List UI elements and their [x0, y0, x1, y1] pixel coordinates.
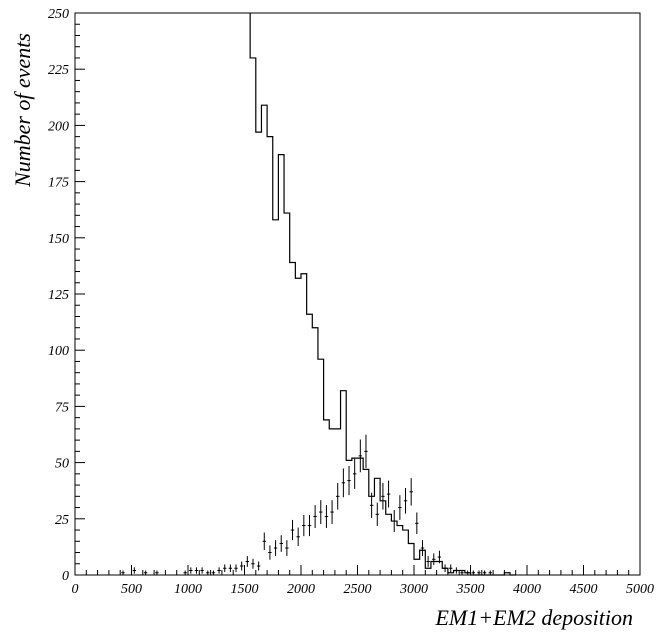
y-tick-label: 150	[48, 232, 69, 247]
x-tick-label: 1500	[231, 582, 259, 597]
x-tick-label: 0	[72, 582, 79, 597]
x-tick-label: 5000	[626, 582, 654, 597]
y-tick-label: 100	[48, 344, 69, 359]
y-tick-label: 75	[55, 400, 69, 415]
y-tick-label: 25	[55, 513, 69, 528]
x-tick-label: 4500	[570, 582, 598, 597]
x-axis-title: EM1+EM2 deposition	[434, 605, 633, 630]
y-tick-label: 50	[55, 457, 69, 472]
y-axis-title: Number of events	[10, 33, 35, 188]
x-tick-label: 2500	[344, 582, 372, 597]
y-tick-label: 175	[48, 176, 69, 191]
x-tick-label: 1000	[174, 582, 202, 597]
x-tick-label: 4000	[513, 582, 541, 597]
y-tick-label: 0	[62, 569, 69, 584]
x-tick-label: 2000	[287, 582, 315, 597]
y-tick-label: 225	[48, 63, 69, 78]
histogram-step-line	[249, 13, 516, 576]
plot-frame	[74, 12, 641, 576]
plot-area: 0 500 1000 1500 2000 2500 3000 3500 4000 4500 5000…	[48, 7, 654, 597]
x-tick-label: 3000	[399, 582, 428, 597]
x-tick-label: 3500	[456, 582, 485, 597]
y-tick-label: 200	[48, 119, 69, 134]
y-tick-label: 250	[48, 7, 69, 22]
y-tick-label: 125	[48, 288, 69, 303]
x-tick-label: 500	[121, 582, 142, 597]
